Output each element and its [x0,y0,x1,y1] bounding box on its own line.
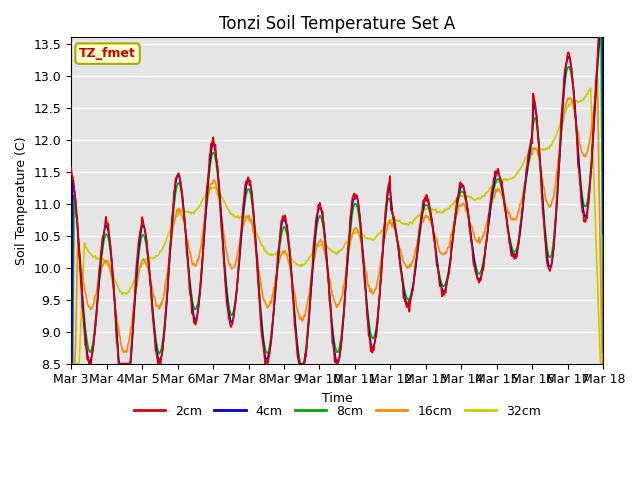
Y-axis label: Soil Temperature (C): Soil Temperature (C) [15,136,28,265]
X-axis label: Time: Time [322,392,353,405]
Text: TZ_fmet: TZ_fmet [79,47,136,60]
Legend: 2cm, 4cm, 8cm, 16cm, 32cm: 2cm, 4cm, 8cm, 16cm, 32cm [129,400,546,423]
Title: Tonzi Soil Temperature Set A: Tonzi Soil Temperature Set A [219,15,455,33]
